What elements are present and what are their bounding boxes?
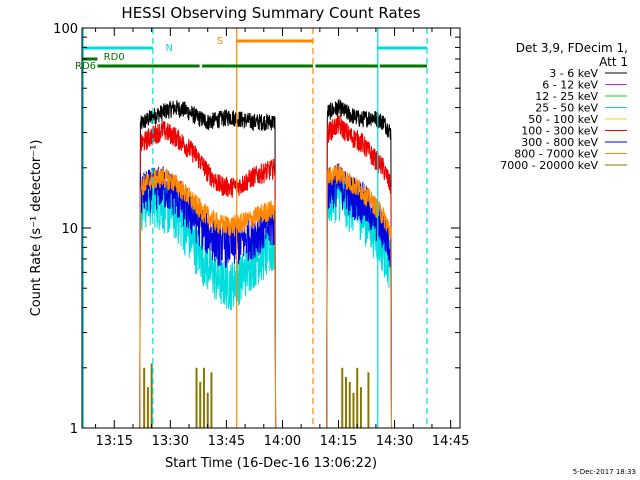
x-tick-label-2: 13:30 xyxy=(152,434,189,449)
data-layer xyxy=(139,98,392,429)
legend-entry-8: 800 - 7000 keV xyxy=(514,148,598,161)
x-tick-label-4: 14:00 xyxy=(264,434,301,449)
footer-date: 5-Dec-2017 18:33 xyxy=(573,468,636,476)
legend-entry-4: 25 - 50 keV xyxy=(535,102,598,115)
x-tick-label-3: 13:45 xyxy=(208,434,245,449)
flag-label-rd0: RD0 xyxy=(104,52,125,63)
legend-entry-9: 7000 - 20000 keV xyxy=(500,159,598,172)
y-tick-label-3: 100 xyxy=(53,22,78,37)
flag-label-s: S xyxy=(217,36,223,47)
series-100-300-kev-segment-2 xyxy=(326,114,392,429)
y-tick-label-1: 1 xyxy=(70,422,78,437)
marker-layer xyxy=(82,28,428,428)
flag-label-n: N xyxy=(165,43,172,54)
series-800-7000-kev-segment-2 xyxy=(326,163,392,429)
series-3-6-kev-segment-2 xyxy=(326,98,392,429)
x-tick-label-5: 14:15 xyxy=(320,434,357,449)
y-axis-label: Count Rate (s⁻¹ detector⁻¹) xyxy=(29,140,44,317)
legend-entry-1: 3 - 6 keV xyxy=(549,67,598,80)
x-axis-label: Start Time (16-Dec-16 13:06:22) xyxy=(165,456,377,471)
x-tick-label-7: 14:45 xyxy=(432,434,469,449)
y-tick-label-2: 10 xyxy=(61,222,78,237)
tick-layer: 13:15 13:30 13:45 14:00 14:15 14:30 14:45 1 10 10… xyxy=(53,22,469,449)
series-25-50-kev-segment-1 xyxy=(139,179,277,429)
legend-entry-2: 6 - 12 keV xyxy=(542,79,598,92)
series-300-800-kev-segment-1 xyxy=(139,166,277,429)
legend-header-line-2: Att 1 xyxy=(599,55,628,69)
chart-title: HESSI Observing Summary Count Rates xyxy=(121,4,420,22)
series-800-7000-kev-segment-1 xyxy=(139,168,277,429)
legend-header-line-1: Det 3,9, FDecim 1, xyxy=(516,41,628,55)
legend-entry-3: 12 - 25 keV xyxy=(535,90,598,103)
x-tick-label-1: 13:15 xyxy=(96,434,133,449)
legend-entry-5: 50 - 100 keV xyxy=(528,113,598,126)
series-3-6-kev-segment-1 xyxy=(139,100,277,429)
legend-entry-7: 300 - 800 keV xyxy=(521,136,598,149)
flag-label-rd6: RD6 xyxy=(75,61,96,72)
x-tick-label-6: 14:30 xyxy=(376,434,413,449)
series-100-300-kev-segment-1 xyxy=(139,121,277,429)
flag-layer: N S RD0 RD6 xyxy=(75,36,427,72)
legend-entry-6: 100 - 300 keV xyxy=(521,125,598,138)
